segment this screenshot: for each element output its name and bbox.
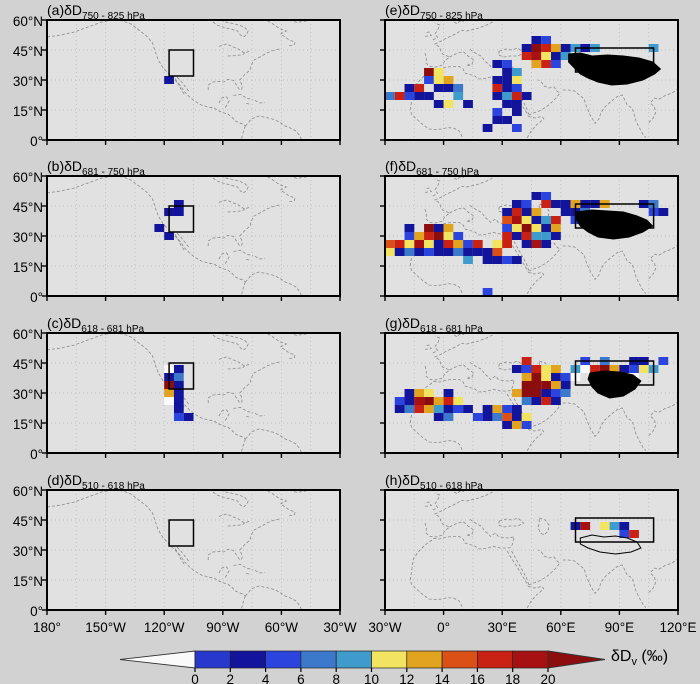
panel-symbol: δD	[402, 315, 421, 331]
lat-tick-label: 45°N	[12, 357, 43, 372]
panel-c-title: (c)δD618 - 681 hPa	[47, 313, 340, 335]
svg-text:10: 10	[364, 672, 379, 684]
colorbar: 0 2 4 6 8 10 12 14 16 18 20	[119, 650, 606, 684]
panel-label: (g)	[385, 315, 403, 331]
lat-tick-label: 15°N	[12, 574, 43, 589]
panel-d-title: (d)δD510 - 618 hPa	[47, 470, 340, 492]
lat-tick-label: 30°N	[12, 230, 43, 245]
colorbar-label-iso: δD	[611, 648, 632, 665]
panel-e-title: (e)δD750 - 825 hPa	[385, 0, 678, 22]
lat-tick-label: 0°	[30, 290, 43, 305]
panel-g-title: (g)δD618 - 681 hPa	[385, 313, 678, 335]
panel-a: (a)δD750 - 825 hPa	[42, 0, 341, 145]
lat-tick-label: 15°N	[12, 417, 43, 432]
svg-text:2: 2	[227, 672, 235, 684]
panel-symbol: δD	[402, 2, 421, 18]
lon-tick-label: 120°E	[659, 620, 697, 635]
panel-level: 510 - 618 hPa	[420, 480, 483, 492]
lat-tick-label: 60°N	[12, 484, 43, 499]
panel-f-title: (f)δD681 - 750 hPa	[385, 156, 678, 178]
panel-label: (c)	[47, 315, 64, 331]
lat-tick-label: 0°	[30, 604, 43, 619]
lon-tick-label: 90°E	[604, 620, 635, 635]
panel-f: (f)δD681 - 750 hPa	[380, 156, 679, 301]
svg-text:14: 14	[435, 672, 451, 684]
panel-label: (e)	[385, 2, 403, 18]
panel-label: (a)	[47, 2, 65, 18]
panel-level: 750 - 825 hPa	[82, 10, 145, 22]
svg-text:16: 16	[470, 672, 485, 684]
panel-level: 750 - 825 hPa	[420, 10, 483, 22]
panel-d: (d)δD510 - 618 hPa	[42, 470, 341, 615]
panel-symbol: δD	[398, 158, 417, 174]
lon-tick-label: 30°W	[368, 620, 402, 635]
panel-a-title: (a)δD750 - 825 hPa	[47, 0, 340, 22]
panel-label: (b)	[47, 158, 65, 174]
lat-tick-label: 0°	[30, 447, 43, 462]
panel-h: (h)δD510 - 618 hPa	[380, 470, 679, 615]
panel-level: 681 - 750 hPa	[82, 166, 145, 178]
panel-c: (c)δD618 - 681 hPa	[42, 313, 341, 458]
panel-f-map	[380, 175, 679, 301]
lat-tick-label: 60°N	[12, 170, 43, 185]
panel-level: 681 - 750 hPa	[416, 166, 479, 178]
lat-tick-label: 30°N	[12, 387, 43, 402]
panel-symbol: δD	[402, 472, 421, 488]
svg-text:18: 18	[505, 672, 520, 684]
lon-tick-label: 0°	[437, 620, 451, 635]
panel-b-map	[42, 175, 341, 301]
lat-tick-label: 60°N	[12, 327, 43, 342]
panel-label: (f)	[385, 158, 399, 174]
panel-symbol: δD	[64, 2, 83, 18]
svg-text:0: 0	[191, 672, 199, 684]
panel-h-map	[380, 489, 679, 615]
svg-text:4: 4	[262, 672, 270, 684]
panel-h-title: (h)δD510 - 618 hPa	[385, 470, 678, 492]
lon-tick-label: 30°E	[487, 620, 517, 635]
panel-level: 618 - 681 hPa	[81, 323, 145, 335]
lat-tick-label: 30°N	[12, 544, 43, 559]
panel-symbol: δD	[64, 158, 83, 174]
colorbar-label: δDv (‰)	[611, 648, 668, 668]
panel-level: 510 - 618 hPa	[82, 480, 145, 492]
svg-text:8: 8	[332, 672, 340, 684]
lat-tick-label: 15°N	[12, 260, 43, 275]
lat-tick-label: 30°N	[12, 74, 43, 89]
panel-b-title: (b)δD681 - 750 hPa	[47, 156, 340, 178]
panel-g-map	[380, 332, 679, 458]
panel-level: 618 - 681 hPa	[420, 323, 483, 335]
panel-d-map	[42, 489, 341, 615]
panel-symbol: δD	[63, 315, 82, 331]
lon-tick-label: 60°W	[264, 620, 298, 635]
lat-tick-label: 60°N	[12, 14, 43, 29]
svg-text:20: 20	[540, 672, 555, 684]
panel-symbol: δD	[64, 472, 83, 488]
lon-tick-label: 150°W	[85, 620, 126, 635]
panel-e: (e)δD750 - 825 hPa	[380, 0, 679, 145]
panel-b: (b)δD681 - 750 hPa	[42, 156, 341, 301]
lon-tick-label: 180°	[33, 620, 61, 635]
lon-tick-label: 60°E	[546, 620, 576, 635]
lon-tick-label: 120°W	[143, 620, 185, 635]
panel-a-map	[42, 19, 341, 145]
lat-tick-label: 0°	[30, 134, 43, 149]
panel-label: (h)	[385, 472, 403, 488]
lon-tick-label: 90°W	[206, 620, 240, 635]
panel-c-map	[42, 332, 341, 458]
panel-label: (d)	[47, 472, 65, 488]
lat-tick-label: 45°N	[12, 514, 43, 529]
lat-tick-label: 45°N	[12, 44, 43, 59]
panel-e-map	[380, 19, 679, 145]
svg-text:6: 6	[297, 672, 305, 684]
lat-tick-label: 45°N	[12, 200, 43, 215]
svg-text:12: 12	[399, 672, 414, 684]
panel-g: (g)δD618 - 681 hPa	[380, 313, 679, 458]
lon-tick-label: 30°W	[323, 620, 357, 635]
colorbar-label-sub: v	[631, 656, 637, 669]
colorbar-label-unit: (‰)	[636, 648, 669, 665]
lat-tick-label: 15°N	[12, 104, 43, 119]
